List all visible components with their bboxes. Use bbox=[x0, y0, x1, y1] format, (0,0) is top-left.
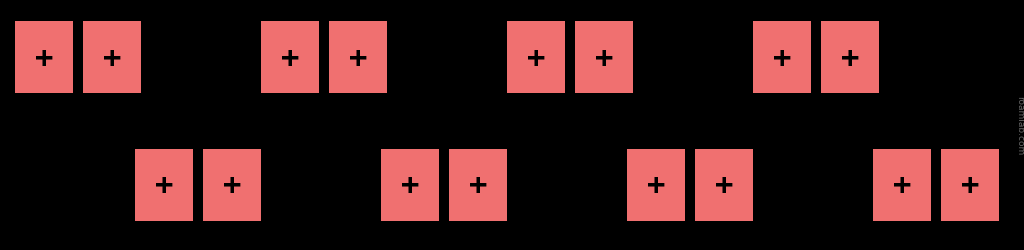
Bar bbox=[873, 150, 931, 221]
Text: +: + bbox=[893, 171, 911, 200]
Bar bbox=[753, 22, 811, 94]
Text: +: + bbox=[961, 171, 979, 200]
Bar bbox=[821, 22, 879, 94]
Text: +: + bbox=[400, 171, 419, 200]
Bar bbox=[449, 150, 507, 221]
Text: +: + bbox=[647, 171, 666, 200]
Text: +: + bbox=[155, 171, 173, 200]
Text: +: + bbox=[469, 171, 487, 200]
Bar bbox=[261, 22, 319, 94]
Text: +: + bbox=[349, 43, 368, 72]
Bar bbox=[135, 150, 193, 221]
Bar bbox=[203, 150, 261, 221]
Bar bbox=[15, 22, 73, 94]
Text: +: + bbox=[526, 43, 545, 72]
Bar bbox=[575, 22, 633, 94]
Text: +: + bbox=[102, 43, 121, 72]
Bar bbox=[507, 22, 565, 94]
Bar bbox=[695, 150, 753, 221]
Text: roamlab.com: roamlab.com bbox=[1016, 96, 1024, 154]
Text: +: + bbox=[595, 43, 613, 72]
Bar bbox=[381, 150, 439, 221]
Bar bbox=[627, 150, 685, 221]
Bar bbox=[83, 22, 141, 94]
Text: +: + bbox=[281, 43, 299, 72]
Text: +: + bbox=[223, 171, 242, 200]
Text: +: + bbox=[35, 43, 53, 72]
Bar bbox=[329, 22, 387, 94]
Text: +: + bbox=[715, 171, 733, 200]
Text: +: + bbox=[841, 43, 859, 72]
Bar bbox=[941, 150, 999, 221]
Text: +: + bbox=[773, 43, 792, 72]
